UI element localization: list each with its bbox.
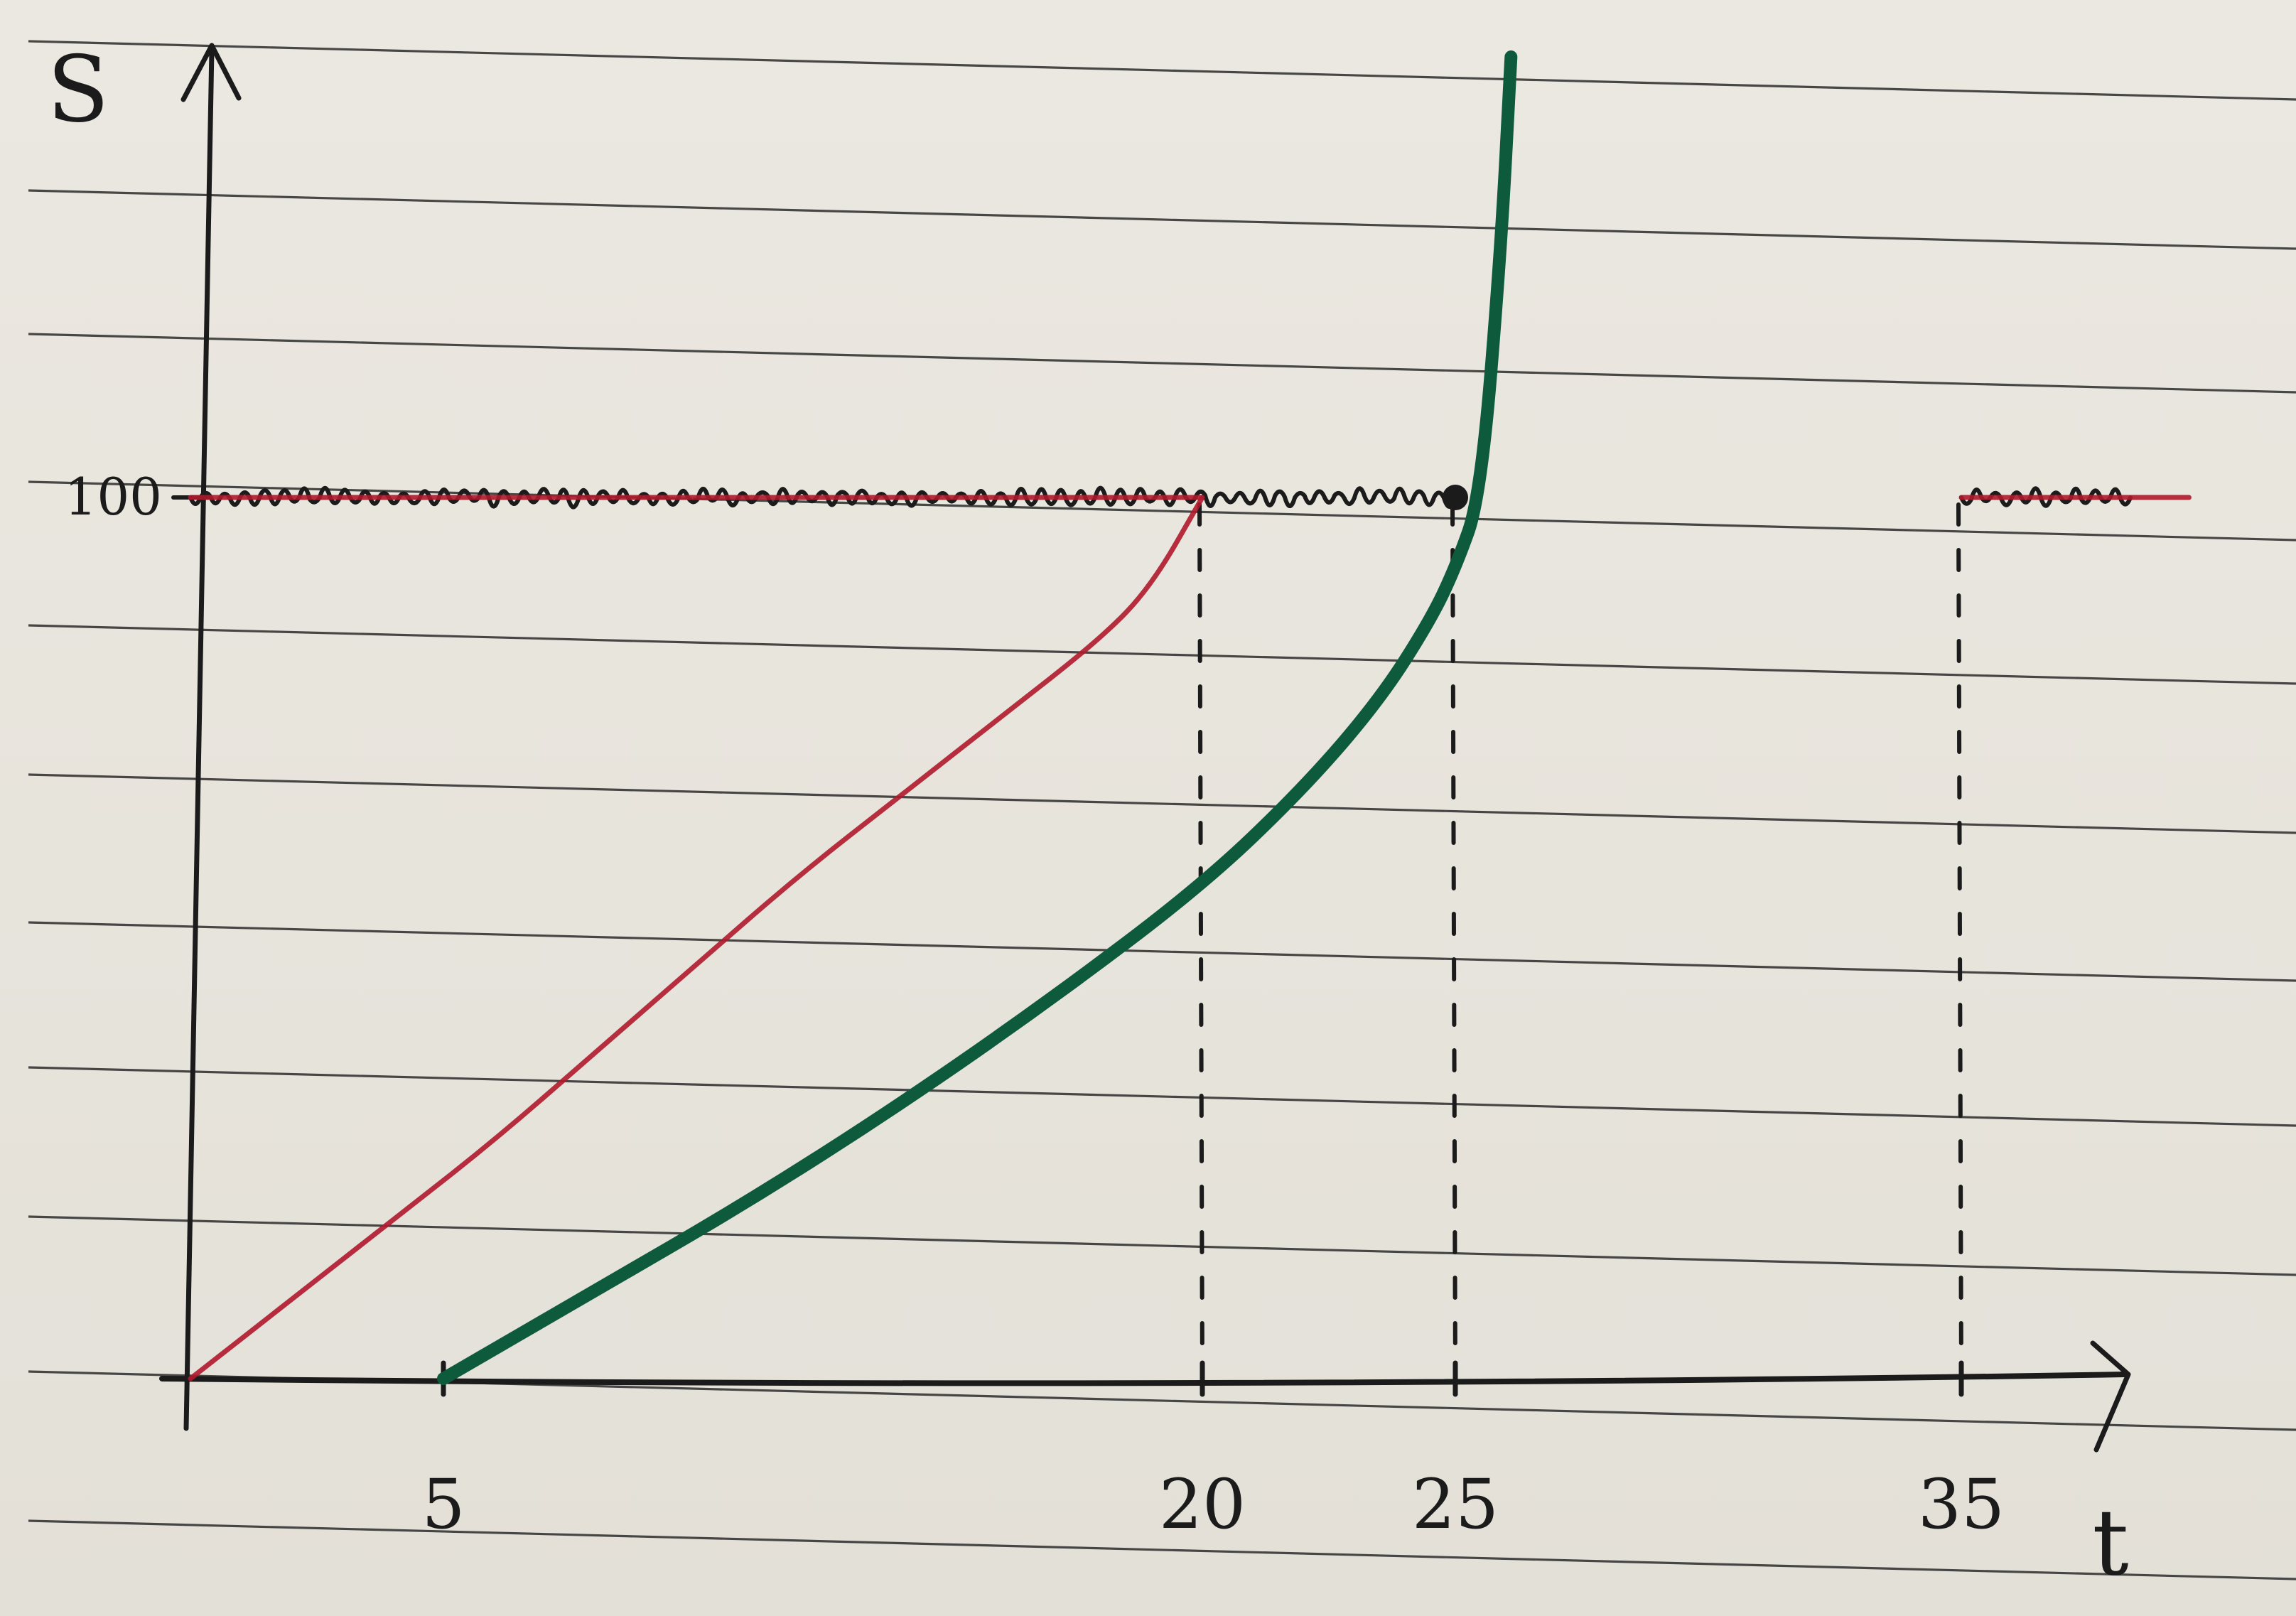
labels: 5 20 25 35 100 t S bbox=[47, 37, 2129, 1596]
dashed-verticals bbox=[1197, 502, 1963, 1381]
dashed-vertical-line bbox=[1450, 502, 1457, 1381]
x-axis-arrowhead bbox=[2090, 1340, 2131, 1453]
y-axis-label: S bbox=[47, 37, 109, 143]
notebook-rule-line bbox=[28, 624, 2296, 685]
notebook-rule-line bbox=[28, 40, 2296, 101]
x-tick-label: 25 bbox=[1412, 1465, 1499, 1544]
x-tick-label: 35 bbox=[1918, 1465, 2005, 1544]
series-layer bbox=[188, 50, 2192, 1385]
series-line bbox=[188, 495, 1205, 1381]
axes bbox=[159, 43, 2131, 1453]
x-tick-label: 5 bbox=[421, 1465, 465, 1544]
x-tick-label: 20 bbox=[1159, 1465, 1246, 1544]
series-point-marker bbox=[1443, 485, 1468, 510]
notebook-rule-line bbox=[28, 1519, 2296, 1580]
notebook-rule-line bbox=[28, 1215, 2296, 1276]
notebook-rule-line bbox=[28, 921, 2296, 982]
notebook-rule-line bbox=[28, 333, 2296, 394]
notebook-rule-line bbox=[28, 1066, 2296, 1127]
x-axis-label: t bbox=[2092, 1490, 2128, 1596]
notebook-rule-line bbox=[28, 773, 2296, 834]
series-line-thick bbox=[437, 50, 1518, 1385]
dashed-vertical-line bbox=[1956, 502, 1963, 1381]
notebook-rules bbox=[28, 40, 2296, 1580]
y-tick-label: 100 bbox=[65, 467, 162, 527]
dashed-vertical-line bbox=[1197, 502, 1204, 1381]
y-axis-arrowhead bbox=[180, 43, 242, 102]
notebook-rule-line bbox=[28, 189, 2296, 250]
y-axis-line bbox=[183, 47, 215, 1431]
notebook-rule-line bbox=[28, 480, 2296, 542]
